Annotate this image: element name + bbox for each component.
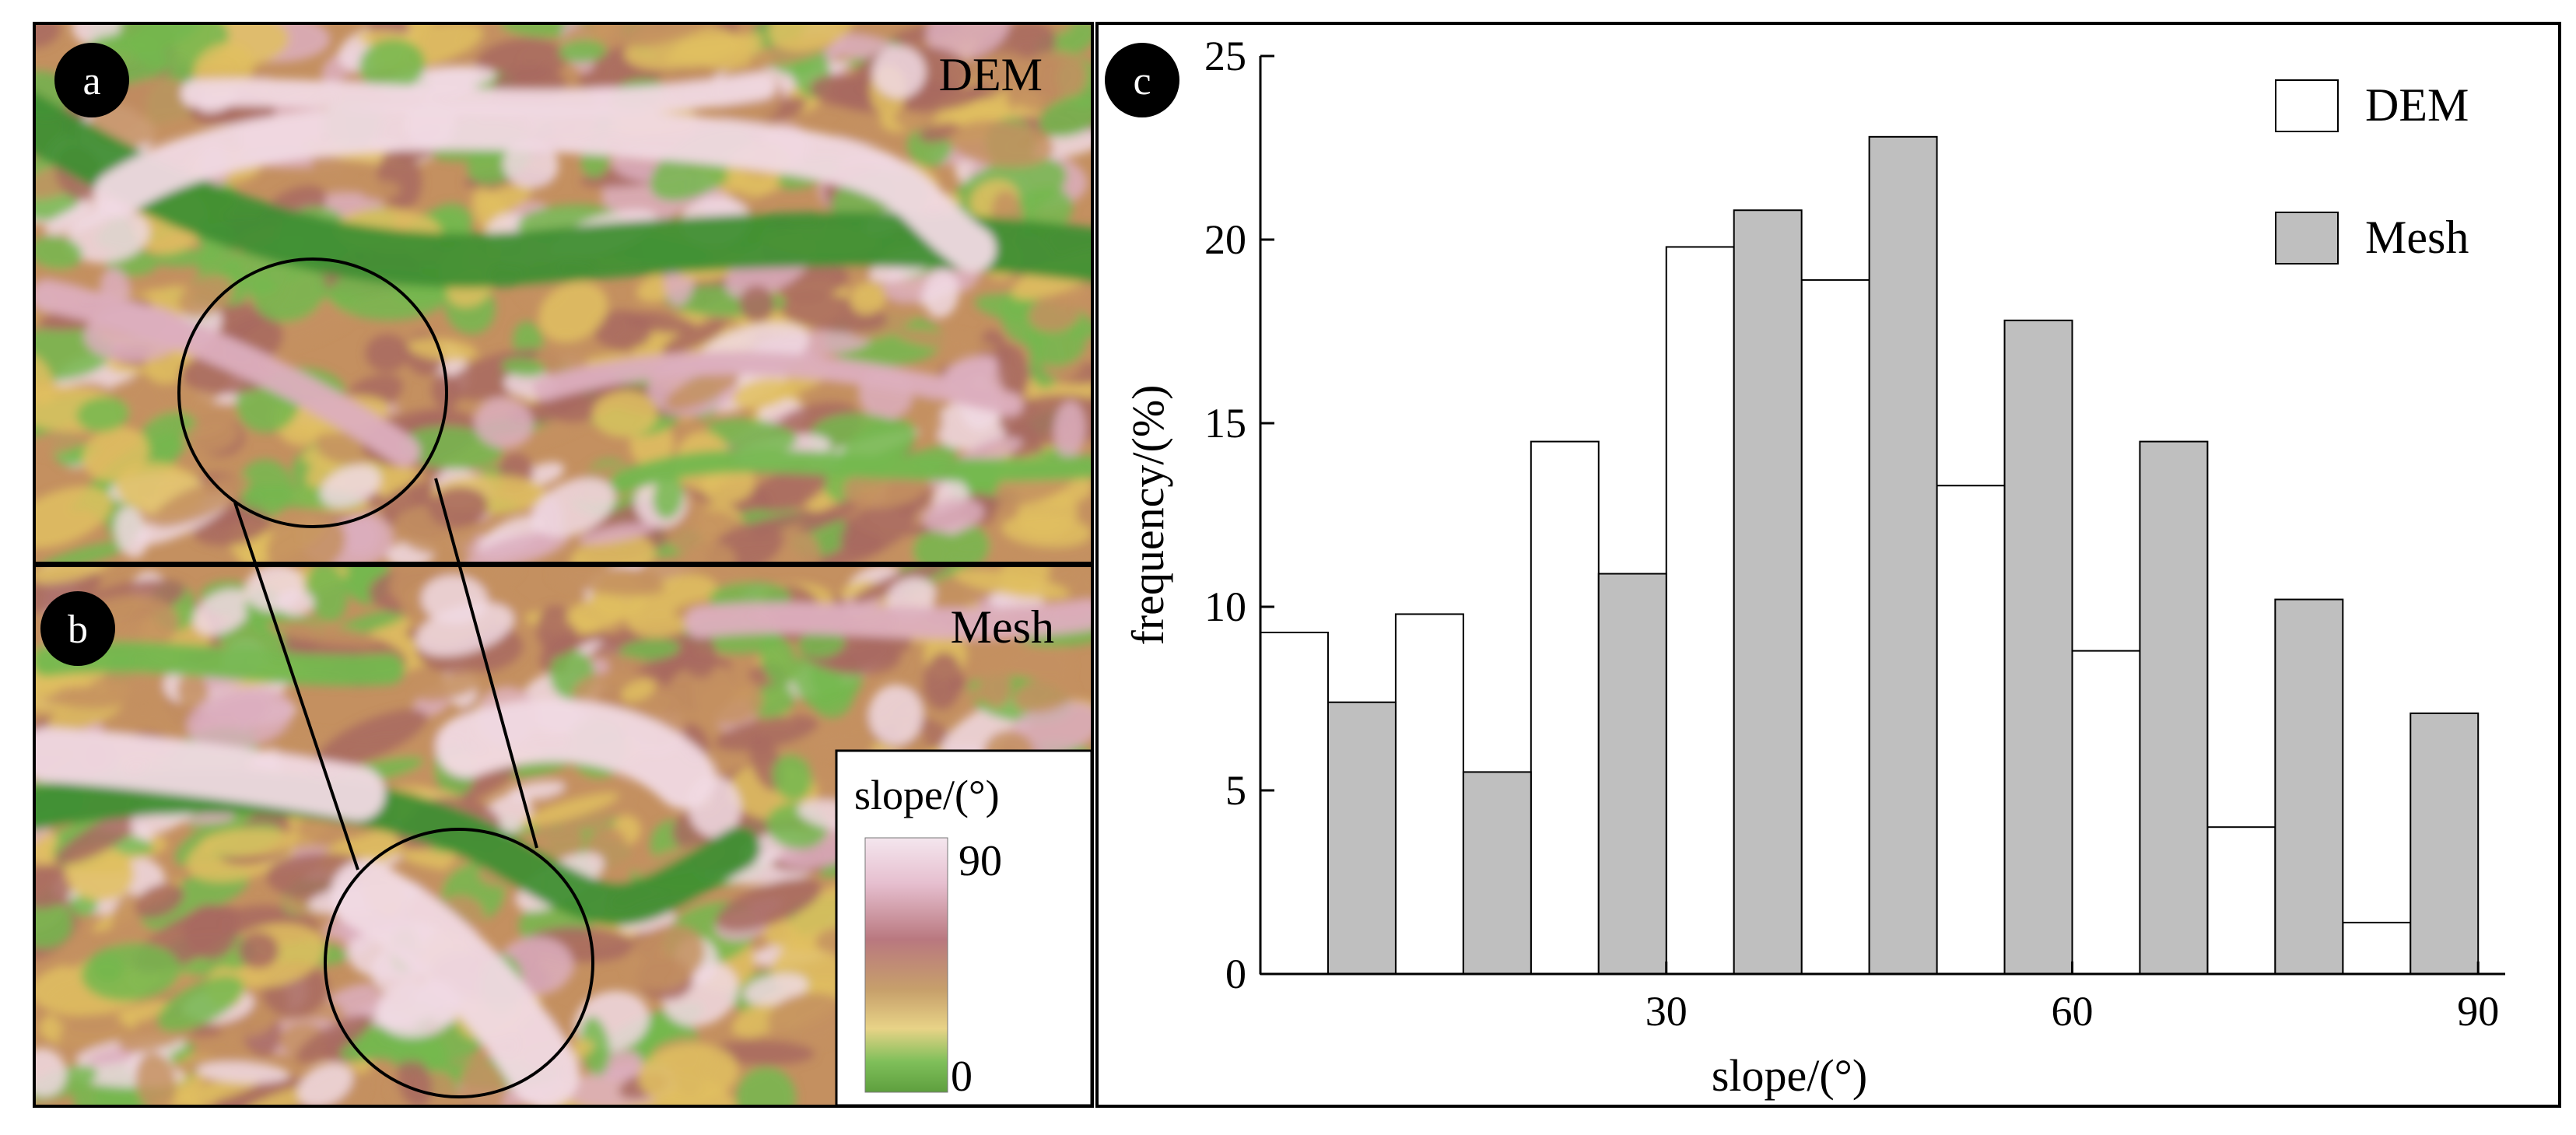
bar-mesh-8 bbox=[2410, 712, 2480, 975]
bar-mesh-2 bbox=[1597, 573, 1667, 975]
zoom-indicator bbox=[177, 257, 594, 1098]
panel-b-badge: b bbox=[40, 591, 115, 666]
dem-map-title: DEM bbox=[939, 49, 1043, 100]
slope-histogram: 0 5 10 15 20 25 30 60 90 slope/(°) frequency/(%) DE… bbox=[1123, 33, 2505, 1101]
bar-mesh-3 bbox=[1733, 209, 1803, 975]
y-tick-label: 25 bbox=[1204, 33, 1246, 79]
mesh-map-title: Mesh bbox=[951, 601, 1054, 653]
panel-c-badge: c bbox=[1105, 43, 1179, 117]
bar-mesh-6 bbox=[2139, 440, 2209, 975]
y-axis-title: frequency/(%) bbox=[1123, 385, 1173, 646]
y-tick-label: 20 bbox=[1204, 216, 1246, 263]
legend-swatch-mesh bbox=[2275, 212, 2339, 264]
bar-mesh-4 bbox=[1868, 135, 1938, 976]
zoom-circle-mesh bbox=[324, 828, 594, 1098]
bar-mesh-0 bbox=[1327, 701, 1397, 975]
bar-mesh-1 bbox=[1462, 771, 1532, 976]
colorbar-max-label: 90 bbox=[959, 837, 1002, 885]
bar-dem-4 bbox=[1800, 278, 1870, 976]
legend-swatch-dem bbox=[2275, 79, 2339, 132]
bar-dem-3 bbox=[1665, 246, 1735, 975]
y-tick-label: 5 bbox=[1225, 767, 1246, 814]
panel-a-badge: a bbox=[54, 43, 129, 117]
colorbar-legend: slope/(°) 90 0 bbox=[835, 749, 1093, 1107]
connector-line-left bbox=[233, 502, 359, 871]
legend-label-dem: DEM bbox=[2365, 79, 2469, 131]
bar-dem-1 bbox=[1394, 613, 1464, 975]
y-tick-label: 15 bbox=[1204, 400, 1246, 447]
connector-line-right bbox=[434, 478, 538, 849]
legend-label-mesh: Mesh bbox=[2365, 212, 2469, 263]
colorbar-title: slope/(°) bbox=[854, 772, 1000, 818]
y-tick-label: 10 bbox=[1204, 583, 1246, 630]
colorbar-ramp bbox=[864, 837, 948, 1093]
x-tick-label: 60 bbox=[2051, 988, 2093, 1035]
colorbar-min-label: 0 bbox=[951, 1053, 973, 1101]
x-tick-label: 90 bbox=[2457, 988, 2499, 1035]
bar-dem-6 bbox=[2071, 650, 2141, 975]
bar-dem-2 bbox=[1530, 440, 1600, 975]
x-tick-label: 30 bbox=[1645, 988, 1688, 1035]
chart-legend: DEM Mesh bbox=[2275, 79, 2469, 264]
bar-dem-0 bbox=[1260, 632, 1329, 975]
panel-b-label: b bbox=[68, 608, 88, 652]
bar-mesh-5 bbox=[2003, 319, 2073, 975]
x-axis-title: slope/(°) bbox=[1712, 1050, 1867, 1101]
panel-c-label: c bbox=[1133, 59, 1151, 103]
bar-dem-8 bbox=[2342, 921, 2412, 976]
zoom-circle-dem bbox=[177, 257, 448, 528]
bar-dem-7 bbox=[2206, 826, 2276, 975]
dem-map-frame bbox=[33, 22, 1094, 565]
bar-dem-5 bbox=[1936, 485, 2006, 975]
panel-a-label: a bbox=[82, 59, 100, 103]
dem-slope-map bbox=[34, 23, 1092, 563]
bar-mesh-7 bbox=[2274, 598, 2344, 975]
y-tick-label: 0 bbox=[1225, 951, 1246, 997]
